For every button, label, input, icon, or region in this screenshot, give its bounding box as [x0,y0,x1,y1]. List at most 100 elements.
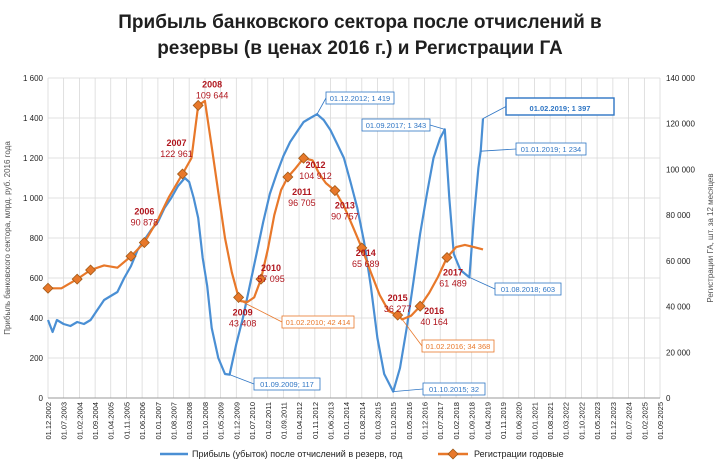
point-label-year: 2014 [356,248,376,258]
y-right-tick-label: 40 000 [666,303,691,312]
registration-marker [125,250,137,262]
x-tick-label: 01.01.2014 [342,402,351,440]
x-tick-label: 01.03.2008 [185,402,194,440]
y-left-tick-label: 800 [30,234,44,243]
x-tick-label: 01.12.2016 [421,402,430,440]
y-right-tick-label: 60 000 [666,257,691,266]
registration-marker [192,99,204,111]
registration-marker [441,251,453,263]
point-label-value: 40 164 [420,317,448,327]
x-tick-label: 01.12.2002 [44,402,53,440]
point-label-year: 2010 [261,263,281,273]
y-axis-left-label: Прибыль банковского сектора, млрд. руб. … [3,141,12,335]
point-label-year: 2013 [335,201,355,211]
x-tick-label: 01.03.2015 [373,402,382,440]
callout-text: 01.02.2010; 42 414 [286,318,351,327]
callout-box [515,142,587,156]
x-tick-label: 01.02.2018 [452,402,461,440]
callout-leader [469,277,496,290]
callout-box [361,118,431,132]
registration-marker [329,185,341,197]
point-label-value: 90 757 [331,212,359,222]
y-left-tick-label: 400 [30,314,44,323]
x-tick-label: 01.05.2023 [593,402,602,440]
callout-text: 01.09.2009; 117 [260,380,314,389]
y-right-tick-label: 140 000 [666,74,695,83]
registration-marker [414,300,426,312]
callout-leader [229,374,255,385]
x-tick-label: 01.07.2024 [625,402,634,440]
y-left-tick-label: 200 [30,354,44,363]
point-label-year: 2007 [166,138,186,148]
series-line-registrations [48,99,484,321]
legend-label-registrations: Регистрации годовые [474,449,564,459]
point-label-year: 2016 [424,306,444,316]
chart-title-line2: резервы (в ценах 2016 г.) и Регистрации … [157,38,563,59]
x-tick-label: 01.04.2019 [483,402,492,440]
legend-marker-registrations [447,448,459,460]
y-left-tick-label: 1 000 [23,194,44,203]
legend-label-profit: Прибыль (убыток) после отчислений в резе… [192,449,403,459]
x-tick-label: 01.12.2009 [232,402,241,440]
x-tick-label: 01.10.2008 [201,402,210,440]
callout-leader [429,124,445,130]
callout-box [281,315,355,329]
registration-marker [255,273,267,285]
point-label-value: 65 689 [352,259,380,269]
point-label-year: 2008 [202,79,222,89]
series-layer [42,99,485,393]
x-tick-label: 01.09.2011 [279,402,288,439]
callout-text: 01.01.2019; 1 234 [521,145,581,154]
y-right-tick-label: 80 000 [666,211,691,220]
callout-leader [393,388,424,392]
x-tick-label: 01.07.2017 [436,402,445,440]
x-tick-label: 01.08.2014 [358,402,367,440]
point-label-value: 122 961 [160,149,193,159]
x-tick-label: 01.02.2004 [75,402,84,440]
callout-leader [316,97,327,115]
point-label-value: 109 644 [196,90,229,100]
y-axis-right-label: Регистрации ГА, шт. за 12 месяцев [706,173,715,302]
x-tick-label: 01.08.2021 [546,402,555,440]
point-label-value: 96 705 [288,198,316,208]
callout-text: 01.02.2019; 1 397 [530,104,591,113]
callout-leader [482,106,507,119]
point-label-value: 57 095 [257,274,285,284]
point-label-year: 2006 [134,207,154,217]
y-axis-right: 0 20 000 40 000 60 000 80 000 100 000 120 000 1… [666,74,695,403]
registration-marker [233,291,245,303]
callout-text: 01.12.2012; 1 419 [330,94,390,103]
callout-box [253,377,321,391]
callout-text: 01.10.2015; 32 [429,385,479,394]
point-label-value: 90 878 [131,218,159,228]
x-tick-label: 01.06.2006 [138,402,147,440]
x-tick-label: 01.10.2015 [389,402,398,440]
callout-leader [401,319,423,347]
x-tick-label: 01.03.2022 [562,402,571,440]
registration-marker [85,264,97,276]
registration-marker [71,273,83,285]
point-label-year: 2012 [306,160,326,170]
x-tick-label: 01.05.2016 [405,402,414,440]
y-right-tick-label: 120 000 [666,120,695,129]
callout-leader [240,300,283,323]
legend: Прибыль (убыток) после отчислений в резе… [160,448,564,460]
y-right-tick-label: 0 [666,394,671,403]
y-left-tick-label: 0 [39,394,44,403]
x-tick-label: 01.11.2012 [311,402,320,439]
y-left-tick-label: 1 600 [23,74,44,83]
callout-text: 01.02.2016; 34 368 [426,342,491,351]
x-tick-label: 01.08.2007 [169,402,178,440]
callout-leader [480,148,517,152]
x-tick-label: 01.02.2025 [640,402,649,440]
point-label-year: 2017 [443,267,463,277]
point-label-year: 2015 [388,293,408,303]
y-left-tick-label: 1 400 [23,114,44,123]
y-right-tick-label: 20 000 [666,348,691,357]
x-tick-label: 01.04.2005 [107,402,116,440]
x-tick-label: 01.01.2021 [531,402,540,440]
x-tick-label: 01.07.2003 [60,402,69,440]
callout-box [422,382,486,396]
callout-box [505,97,615,116]
